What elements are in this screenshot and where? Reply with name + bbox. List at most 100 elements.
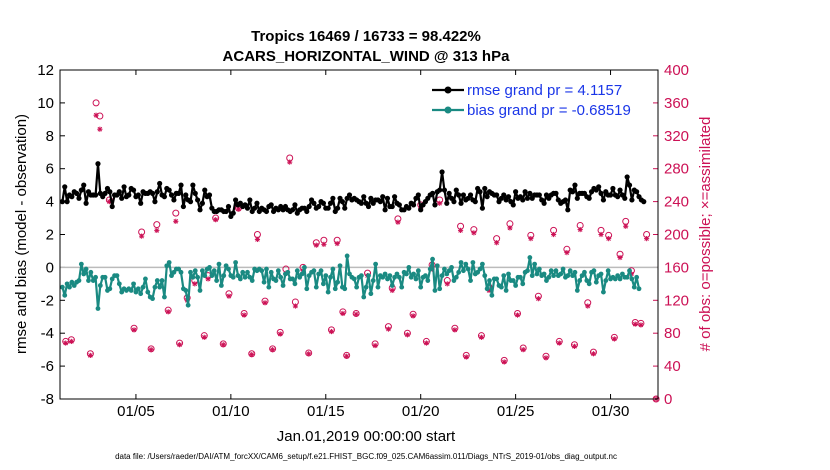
obs-assimilated-stroke bbox=[437, 200, 442, 206]
bias-point bbox=[313, 284, 319, 290]
obs-assimilated-stroke bbox=[507, 225, 513, 231]
obs-assimilated-stroke bbox=[177, 342, 182, 348]
rmse-point bbox=[384, 195, 391, 201]
obs-assimilated-stroke bbox=[638, 322, 644, 328]
rmse-point bbox=[168, 192, 175, 198]
bias-series-line bbox=[61, 254, 641, 310]
obs-assimilated-stroke bbox=[372, 343, 378, 348]
rmse-point bbox=[624, 174, 630, 180]
rmse-point bbox=[178, 182, 184, 188]
obs-assimilated-marker bbox=[177, 342, 183, 348]
bias-point bbox=[477, 266, 483, 272]
bias-point bbox=[399, 284, 405, 290]
rmse-point bbox=[268, 202, 274, 208]
rmse-point bbox=[346, 192, 353, 198]
bias-point bbox=[275, 268, 281, 274]
bias-point bbox=[437, 286, 443, 292]
rmse-point bbox=[439, 169, 445, 175]
obs-assimilated-marker bbox=[97, 126, 103, 132]
bias-point bbox=[335, 279, 341, 285]
rmse-point bbox=[441, 187, 448, 193]
bias-point bbox=[389, 283, 395, 288]
x-axis-label: Jan.01,2019 00:00:00 start bbox=[277, 428, 456, 445]
obs-assimilated-marker bbox=[313, 242, 319, 248]
right-axis-ticks: 0 40 80 120 160 200 240 280 320 360 400 bbox=[653, 62, 689, 408]
left-tick-label: 12 bbox=[37, 62, 54, 79]
bias-point bbox=[202, 273, 208, 279]
rmse-point bbox=[513, 189, 519, 195]
obs-assimilated-marker bbox=[543, 355, 549, 361]
plot-frame bbox=[59, 69, 659, 400]
bias-point bbox=[337, 263, 343, 269]
bias-point bbox=[195, 274, 201, 280]
rmse-point bbox=[304, 208, 310, 215]
rmse-point bbox=[467, 192, 474, 198]
bias-point bbox=[152, 284, 158, 290]
bias-point bbox=[102, 274, 108, 280]
obs-assimilated-marker bbox=[270, 347, 276, 353]
obs-assimilated-stroke bbox=[410, 313, 416, 319]
obs-assimilated-stroke bbox=[192, 281, 198, 287]
bias-point bbox=[290, 276, 295, 282]
obs-assimilated-stroke bbox=[598, 232, 604, 237]
bias-point bbox=[294, 268, 300, 274]
obs-assimilated-marker bbox=[444, 281, 450, 287]
legend-rmse-label: rmse grand pr = 4.1157 bbox=[467, 82, 622, 99]
bias-point bbox=[351, 276, 357, 282]
rmse-point bbox=[446, 190, 452, 196]
chart-title-line1: Tropics 16469 / 16733 = 98.422% bbox=[251, 28, 481, 45]
bias-point bbox=[140, 284, 146, 290]
rmse-point bbox=[410, 202, 417, 208]
bias-point bbox=[373, 261, 379, 267]
obs-assimilated-stroke bbox=[591, 351, 596, 357]
rmse-point bbox=[316, 203, 322, 210]
bias-point bbox=[199, 268, 205, 274]
bias-point bbox=[237, 276, 243, 282]
x-tick-label: 01/15 bbox=[307, 403, 345, 420]
bias-point bbox=[548, 268, 554, 274]
rmse-point bbox=[190, 182, 196, 188]
rmse-point bbox=[429, 190, 436, 196]
rmse-point bbox=[78, 187, 84, 193]
bias-point bbox=[81, 271, 87, 277]
obs-possible-marker bbox=[622, 217, 630, 225]
obs-assimilated-stroke bbox=[479, 335, 484, 340]
obs-assimilated-marker bbox=[535, 296, 541, 302]
obs-assimilated-marker bbox=[644, 236, 650, 242]
obs-assimilated-stroke bbox=[528, 236, 534, 241]
rmse-point bbox=[596, 184, 602, 190]
bias-point bbox=[631, 284, 637, 290]
bias-point bbox=[425, 278, 431, 283]
bias-point bbox=[150, 296, 155, 302]
obs-assimilated-marker bbox=[520, 347, 526, 353]
obs-possible-marker bbox=[92, 99, 100, 107]
bias-point bbox=[266, 284, 272, 290]
chart-title-line2: ACARS_HORIZONTAL_WIND @ 313 hPa bbox=[223, 48, 511, 65]
left-tick-label: -4 bbox=[41, 325, 54, 342]
obs-assimilated-marker bbox=[585, 303, 591, 309]
bias-point bbox=[192, 268, 198, 274]
bias-point bbox=[190, 274, 196, 280]
obs-assimilated-marker bbox=[213, 217, 219, 223]
right-tick-label: 360 bbox=[664, 95, 689, 112]
bias-point bbox=[494, 276, 500, 282]
bias-point bbox=[214, 278, 220, 283]
bias-point bbox=[221, 273, 227, 279]
obs-assimilated-stroke bbox=[131, 327, 137, 333]
rmse-point bbox=[460, 192, 467, 198]
obs-assimilated-marker bbox=[226, 293, 232, 299]
rmse-point bbox=[187, 199, 194, 205]
x-tick-label: 01/05 bbox=[117, 403, 155, 420]
obs-assimilated-marker bbox=[463, 354, 469, 360]
obs-assimilated-marker bbox=[598, 231, 604, 238]
obs-assimilated-stroke bbox=[644, 236, 649, 241]
rmse-point bbox=[615, 194, 621, 200]
bias-point bbox=[93, 274, 98, 280]
obs-assimilated-stroke bbox=[344, 353, 349, 359]
right-tick-label: 120 bbox=[664, 292, 689, 309]
left-tick-label: 4 bbox=[46, 194, 54, 211]
bias-point bbox=[116, 281, 122, 287]
rmse-point bbox=[180, 203, 186, 210]
bias-point bbox=[517, 274, 523, 280]
rmse-point bbox=[389, 203, 395, 210]
